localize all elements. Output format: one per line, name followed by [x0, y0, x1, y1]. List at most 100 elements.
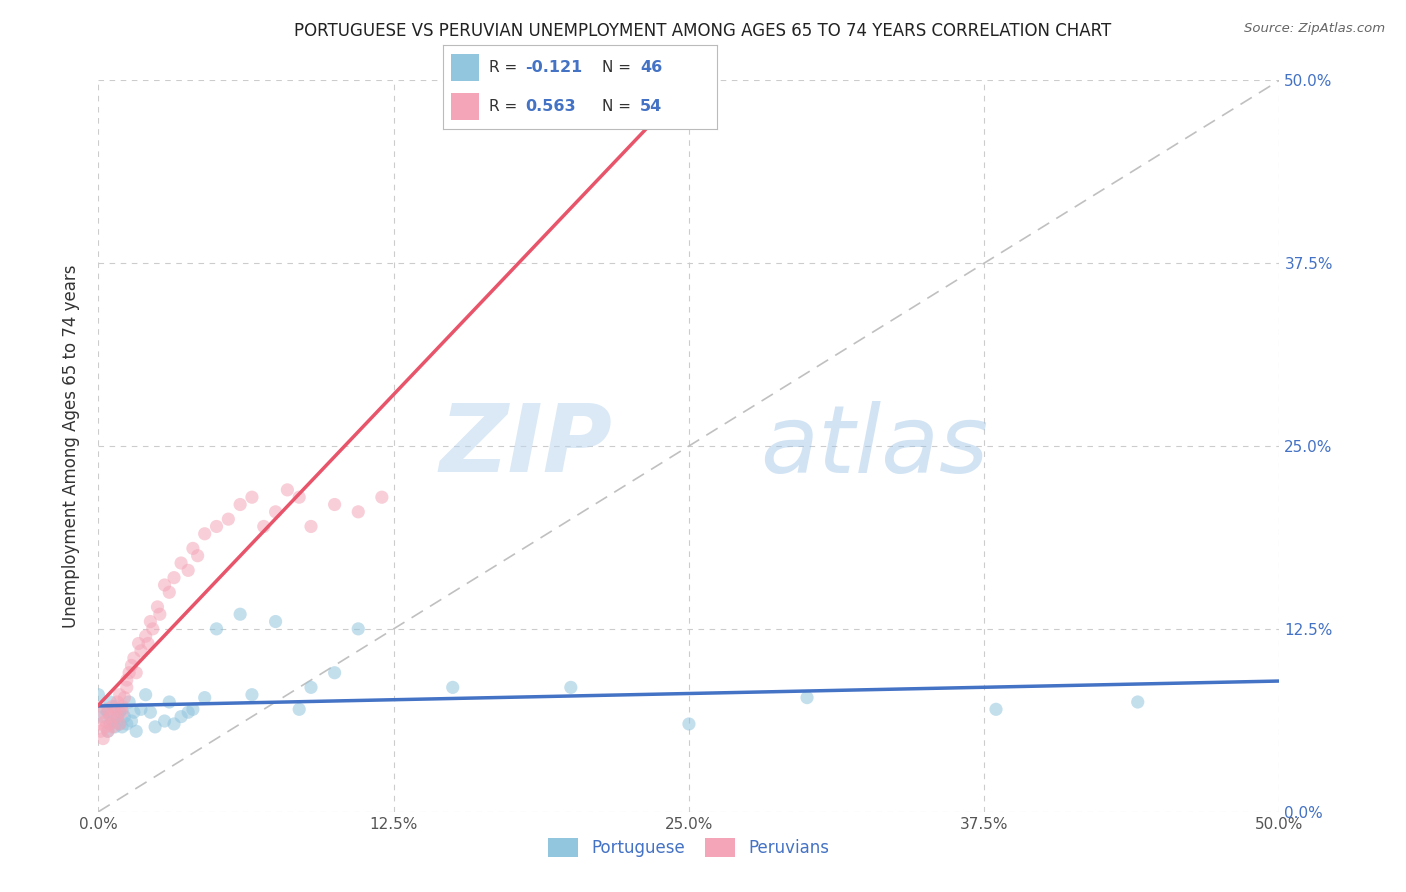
Point: [101, 714, 124, 728]
Point: [299, 681, 322, 695]
Point: [105, 709, 128, 723]
Point: [104, 720, 127, 734]
Point: [347, 622, 370, 636]
Point: [163, 571, 186, 585]
Point: [94, 720, 117, 734]
Point: [217, 512, 239, 526]
Point: [98, 717, 121, 731]
Point: [153, 714, 176, 728]
Text: atlas: atlas: [759, 401, 988, 491]
Point: [97, 724, 120, 739]
Point: [112, 709, 135, 723]
Text: R =: R =: [489, 60, 523, 75]
Point: [91, 705, 114, 719]
Point: [157, 585, 180, 599]
Point: [181, 702, 204, 716]
Point: [111, 705, 134, 719]
Point: [323, 665, 346, 680]
Point: [118, 665, 141, 680]
Point: [347, 505, 370, 519]
Point: [146, 599, 169, 614]
Text: 0.563: 0.563: [526, 99, 576, 114]
Point: [796, 690, 818, 705]
Point: [323, 498, 346, 512]
Point: [153, 578, 176, 592]
Point: [121, 714, 143, 728]
Text: R =: R =: [489, 99, 523, 114]
Point: [111, 720, 134, 734]
Point: [90, 724, 112, 739]
Point: [105, 709, 128, 723]
Point: [111, 702, 134, 716]
Point: [122, 705, 145, 719]
Point: [108, 705, 131, 719]
Point: [170, 709, 193, 723]
Point: [101, 720, 124, 734]
Point: [194, 526, 217, 541]
Point: [115, 681, 138, 695]
Point: [129, 702, 152, 716]
Point: [240, 688, 263, 702]
Point: [264, 615, 287, 629]
Point: [98, 695, 121, 709]
Point: [181, 541, 204, 556]
Point: [276, 483, 298, 497]
Text: Source: ZipAtlas.com: Source: ZipAtlas.com: [1244, 22, 1385, 36]
FancyBboxPatch shape: [451, 93, 478, 120]
Point: [128, 636, 150, 650]
Point: [94, 714, 117, 728]
Text: ZIP: ZIP: [439, 400, 612, 492]
Point: [97, 705, 120, 719]
Point: [136, 636, 159, 650]
Point: [187, 549, 209, 563]
Point: [98, 717, 121, 731]
Point: [678, 717, 700, 731]
Point: [139, 705, 162, 719]
Text: PORTUGUESE VS PERUVIAN UNEMPLOYMENT AMONG AGES 65 TO 74 YEARS CORRELATION CHART: PORTUGUESE VS PERUVIAN UNEMPLOYMENT AMON…: [294, 22, 1112, 40]
Point: [299, 519, 322, 533]
Point: [371, 490, 394, 504]
Point: [112, 690, 135, 705]
Point: [125, 724, 148, 739]
Point: [105, 695, 128, 709]
Point: [104, 699, 127, 714]
Legend: Portuguese, Peruvians: Portuguese, Peruvians: [540, 830, 838, 865]
Point: [91, 731, 114, 746]
Point: [288, 702, 311, 716]
Point: [87, 717, 110, 731]
FancyBboxPatch shape: [451, 54, 478, 81]
Point: [101, 699, 124, 714]
Point: [115, 717, 138, 731]
Point: [240, 490, 263, 504]
Point: [108, 688, 131, 702]
Point: [108, 717, 131, 731]
Point: [118, 695, 141, 709]
Point: [253, 519, 276, 533]
Point: [441, 681, 464, 695]
Point: [288, 490, 311, 504]
Point: [94, 702, 117, 716]
Point: [129, 644, 152, 658]
Point: [108, 717, 131, 731]
Point: [111, 699, 134, 714]
Point: [1126, 695, 1149, 709]
Point: [139, 615, 162, 629]
Point: [229, 607, 252, 622]
Point: [87, 688, 110, 702]
Text: N =: N =: [602, 60, 636, 75]
Point: [264, 505, 287, 519]
Point: [104, 705, 127, 719]
Text: 54: 54: [640, 99, 662, 114]
Point: [143, 720, 166, 734]
Point: [170, 556, 193, 570]
Point: [135, 688, 157, 702]
Point: [984, 702, 1007, 716]
Point: [142, 622, 165, 636]
Point: [122, 651, 145, 665]
Point: [163, 717, 186, 731]
Y-axis label: Unemployment Among Ages 65 to 74 years: Unemployment Among Ages 65 to 74 years: [62, 264, 80, 628]
Point: [205, 519, 228, 533]
Point: [125, 665, 148, 680]
Point: [135, 629, 157, 643]
Point: [229, 498, 252, 512]
